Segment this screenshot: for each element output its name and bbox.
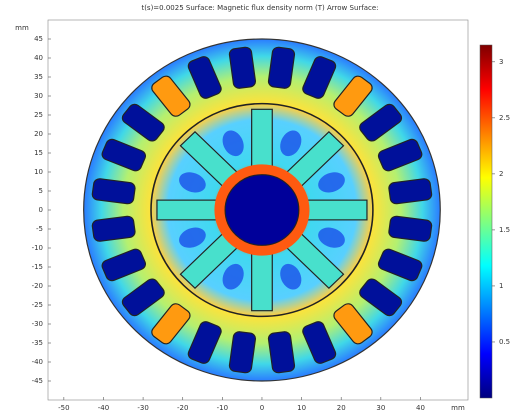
colorbar-tick-label: 1	[499, 282, 503, 290]
slot	[268, 47, 295, 89]
y-tick-label: 45	[34, 35, 43, 43]
slot	[92, 178, 136, 204]
y-tick-label: 10	[34, 168, 43, 176]
y-tick-label: -40	[32, 358, 43, 366]
x-tick-label: -50	[58, 404, 69, 412]
x-tick-label: 30	[376, 404, 385, 412]
rotor-bar	[252, 109, 273, 168]
y-tick-label: 15	[34, 149, 43, 157]
slot	[92, 216, 136, 242]
y-tick-label: 35	[34, 73, 43, 81]
colorbar-tick-label: 3	[499, 58, 503, 66]
y-tick-label: -15	[32, 263, 43, 271]
colorbar-tick-label: 2.5	[499, 114, 510, 122]
x-tick-label: 20	[337, 404, 346, 412]
chart-title: t(s)=0.0025 Surface: Magnetic flux densi…	[141, 4, 378, 12]
slot	[229, 47, 256, 89]
y-tick-label: -10	[32, 244, 43, 252]
x-tick-label: -40	[98, 404, 109, 412]
y-tick-label: 5	[39, 187, 43, 195]
colorbar	[480, 45, 492, 398]
chart: t(s)=0.0025 Surface: Magnetic flux densi…	[0, 0, 515, 415]
x-axis-label: mm	[451, 404, 465, 412]
x-tick-label: 10	[297, 404, 306, 412]
slot	[229, 331, 256, 373]
y-tick-label: -35	[32, 339, 43, 347]
page: t(s)=0.0025 Surface: Magnetic flux densi…	[0, 0, 515, 415]
slot	[388, 216, 432, 242]
y-tick-label: -25	[32, 301, 43, 309]
x-tick-label: -20	[177, 404, 188, 412]
y-tick-label: -45	[32, 377, 43, 385]
y-tick-label: 25	[34, 111, 43, 119]
y-tick-label: 20	[34, 130, 43, 138]
slot	[388, 178, 432, 204]
x-tick-label: 40	[416, 404, 425, 412]
colorbar-tick-label: 1.5	[499, 226, 510, 234]
y-tick-label: -5	[36, 225, 43, 233]
rotor-bar	[306, 200, 367, 220]
rotor-bar	[252, 252, 273, 311]
y-tick-label: -30	[32, 320, 43, 328]
x-tick-label: -30	[137, 404, 148, 412]
colorbar-tick-label: 0.5	[499, 338, 510, 346]
y-tick-label: -20	[32, 282, 43, 290]
y-axis-label: mm	[15, 24, 29, 32]
colorbar-tick-label: 2	[499, 170, 503, 178]
shaft	[225, 175, 299, 246]
x-tick-label: 0	[260, 404, 264, 412]
y-tick-label: 30	[34, 92, 43, 100]
y-tick-label: 40	[34, 54, 43, 62]
motor-field	[84, 39, 441, 381]
x-tick-label: -10	[217, 404, 228, 412]
rotor-bar	[157, 200, 218, 220]
y-tick-label: 0	[39, 206, 43, 214]
slot	[268, 331, 295, 373]
